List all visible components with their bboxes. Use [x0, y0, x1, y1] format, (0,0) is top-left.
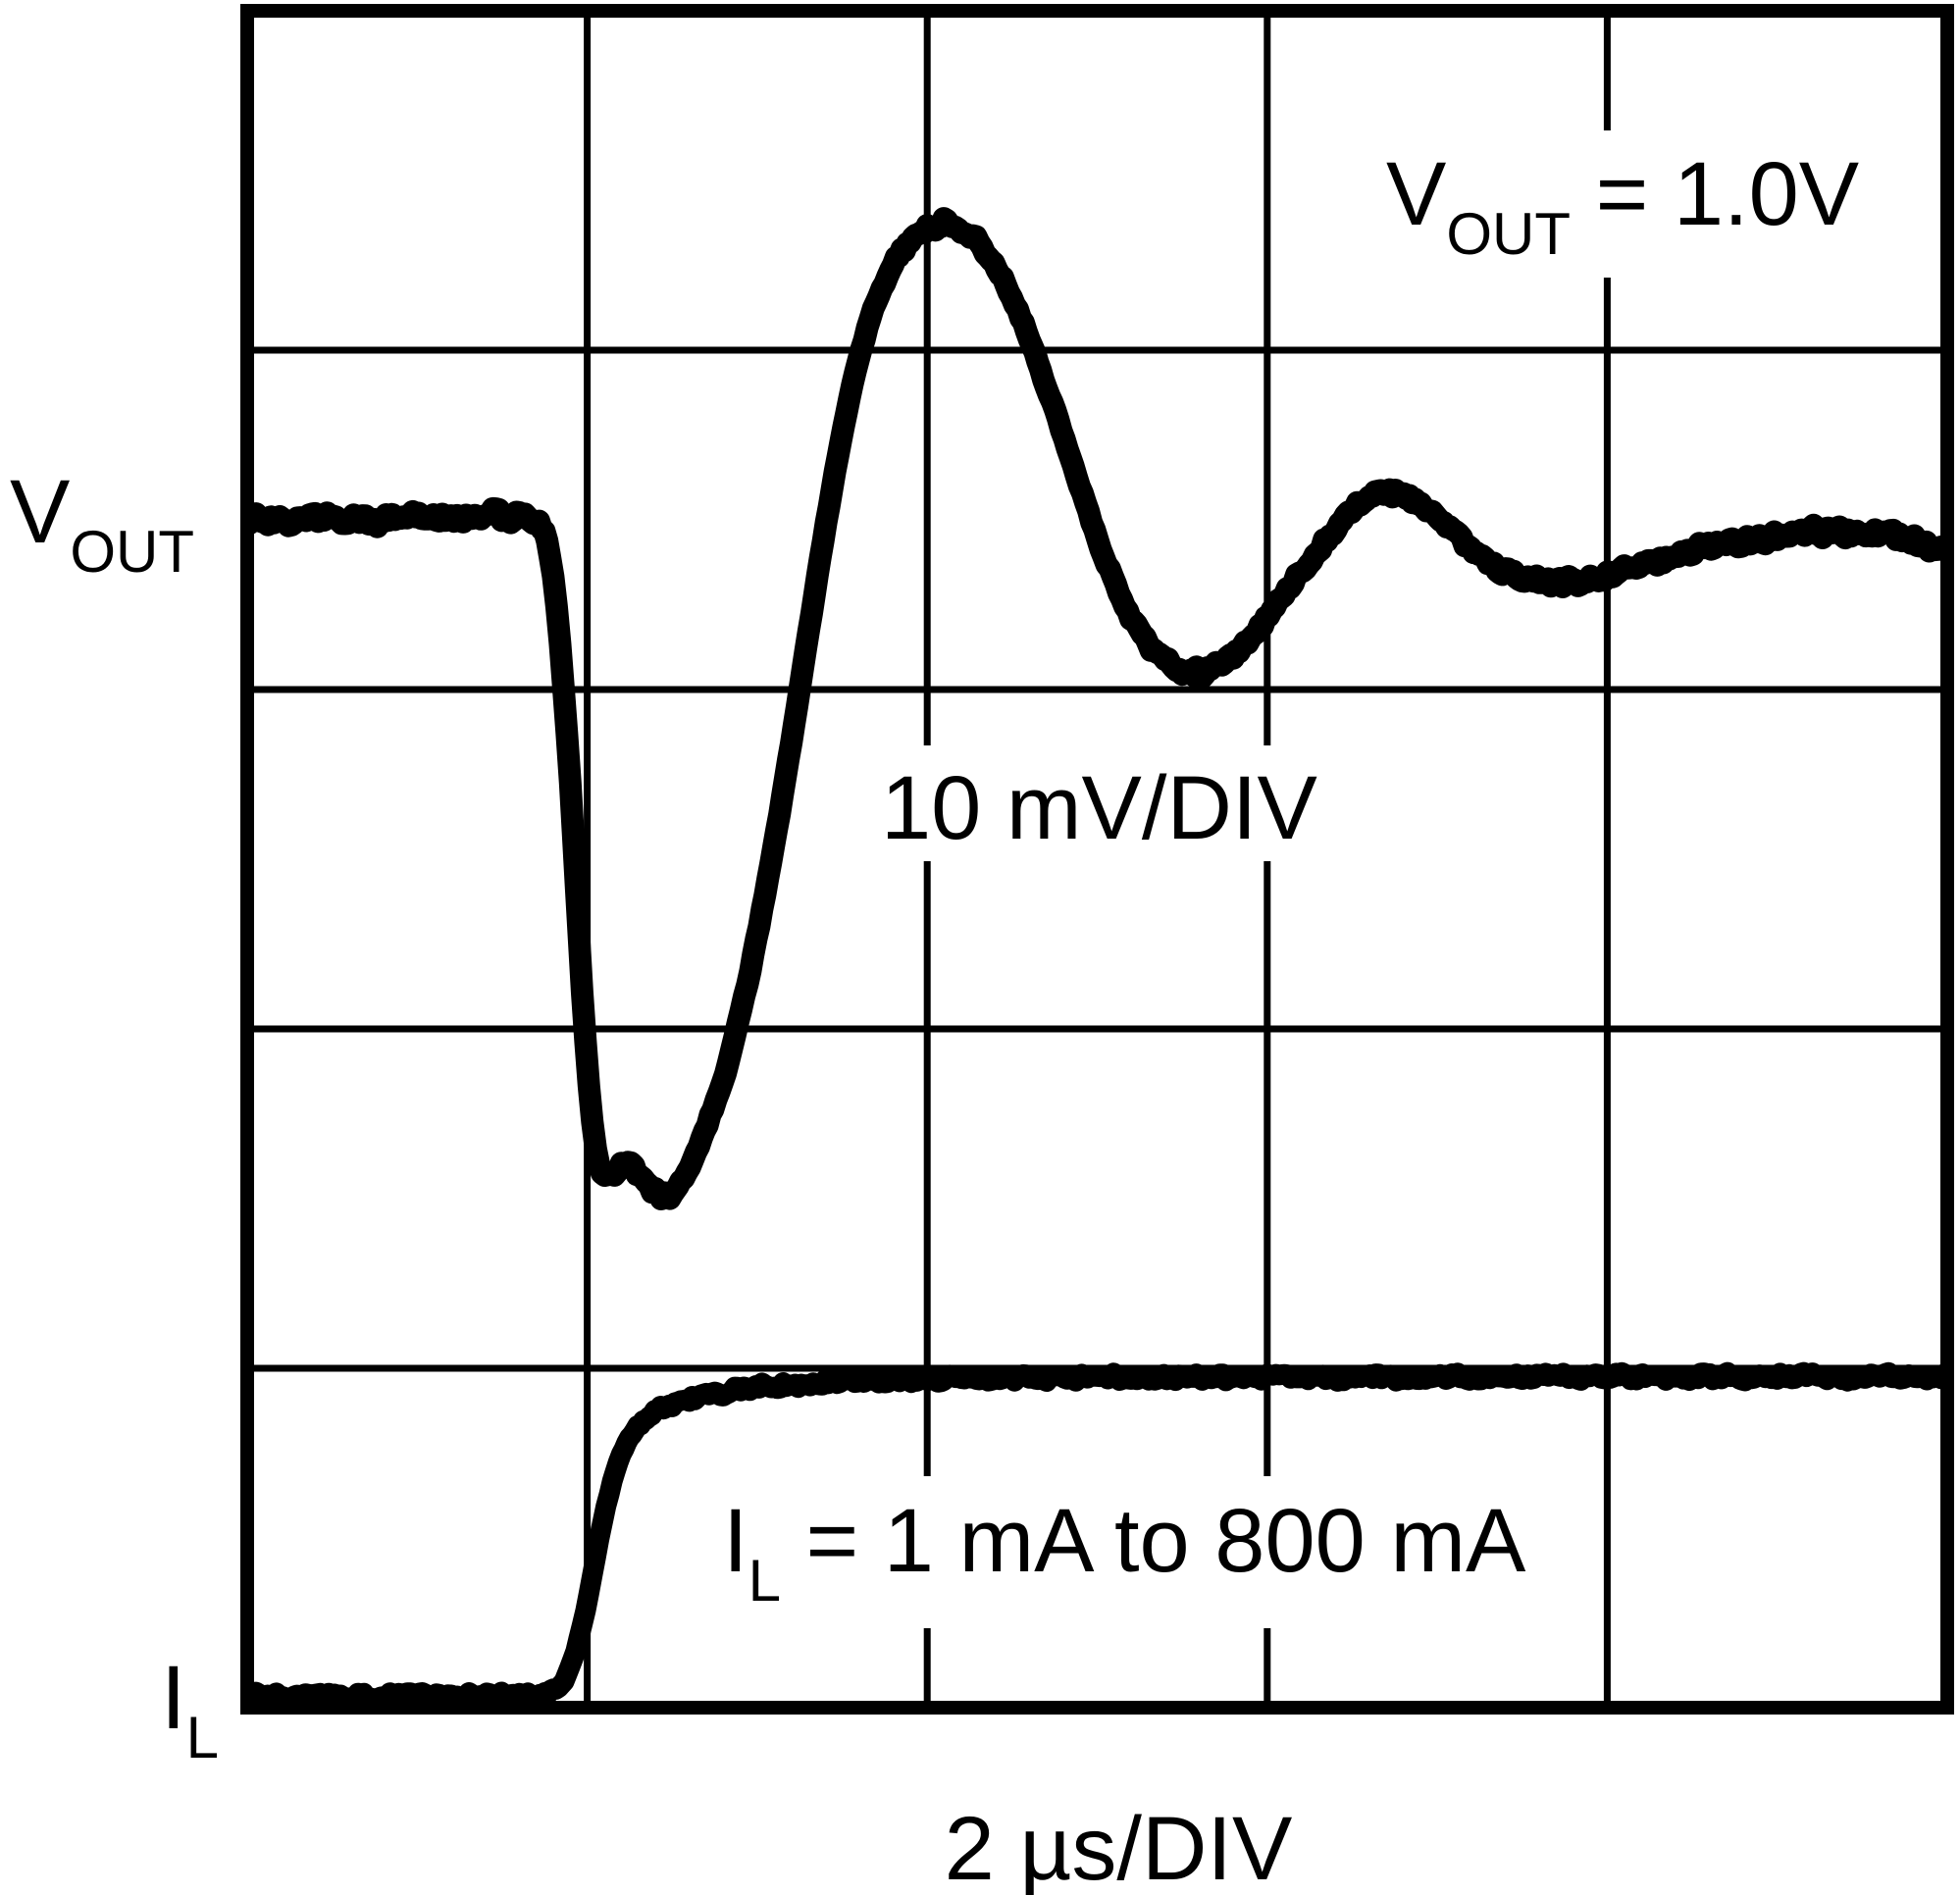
- vout-scale-label: 10 mV/DIV: [881, 758, 1317, 858]
- plot-border: [240, 4, 1954, 1715]
- il-trace: [254, 1361, 1940, 1701]
- vout-condition-label: VOUT = 1.0V: [1386, 144, 1859, 267]
- vout-trace: [254, 207, 1940, 1210]
- vout-axis-label: VOUT: [10, 462, 194, 585]
- label-halos: [701, 130, 1895, 1628]
- il-axis-label: IL: [161, 1648, 219, 1770]
- il-condition-label: IL = 1 mA to 800 mA: [723, 1491, 1526, 1613]
- time-scale-label: 2 µs/DIV: [945, 1799, 1293, 1895]
